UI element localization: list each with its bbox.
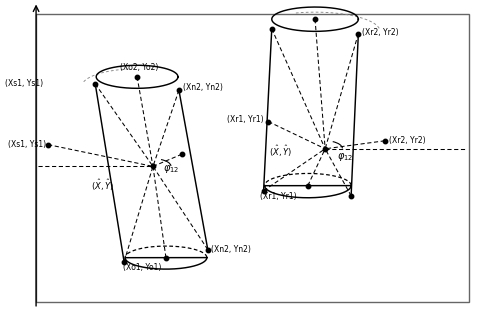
Text: $\varphi_{12}$: $\varphi_{12}$	[336, 151, 352, 163]
Text: $(\hat{X}, \hat{Y})$: $(\hat{X}, \hat{Y})$	[91, 178, 114, 193]
Text: $(\hat{X}, \hat{Y})$: $(\hat{X}, \hat{Y})$	[269, 143, 292, 159]
Text: (Xs1, Ys1): (Xs1, Ys1)	[5, 79, 43, 88]
Text: (Xn2, Yn2): (Xn2, Yn2)	[182, 83, 222, 92]
Text: (Xo1, Yo1): (Xo1, Yo1)	[122, 263, 161, 272]
Text: (Xn2, Yn2): (Xn2, Yn2)	[210, 245, 250, 254]
Text: (Xr1, Yr1): (Xr1, Yr1)	[227, 115, 263, 124]
Text: (Xo2, Yo2): (Xo2, Yo2)	[120, 63, 158, 72]
Text: (Xr2, Yr2): (Xr2, Yr2)	[388, 136, 424, 145]
Text: $\varphi_{12}$: $\varphi_{12}$	[162, 163, 179, 175]
Text: (Xr2, Yr2): (Xr2, Yr2)	[361, 28, 397, 36]
Text: (Xr1, Yr1): (Xr1, Yr1)	[259, 192, 296, 201]
Text: (Xs1, Ys1): (Xs1, Ys1)	[8, 140, 46, 149]
Text: Y: Y	[26, 0, 32, 2]
